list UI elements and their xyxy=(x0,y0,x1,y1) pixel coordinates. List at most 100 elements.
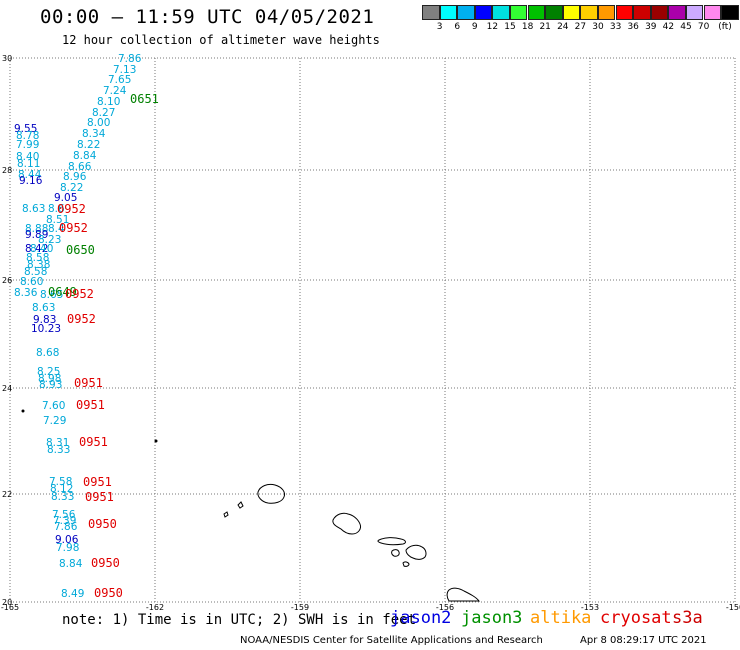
wave-height-value: 8.65 xyxy=(40,289,63,301)
wave-height-value: 9.16 xyxy=(19,175,43,187)
lat-label: 22 xyxy=(2,490,12,499)
wave-height-value: 8.40 xyxy=(30,243,53,255)
pass-time-label: 0952 xyxy=(67,312,96,326)
wave-height-value: 8.58 xyxy=(24,266,47,278)
legend-label: 24 xyxy=(557,22,569,32)
pass-time-label: 0951 xyxy=(74,376,103,390)
legend-swatch-11 xyxy=(615,5,634,20)
legend-swatch-3 xyxy=(474,5,493,20)
legend-label: 27 xyxy=(574,22,587,32)
color-legend: 3 6 9 12 15 18 21 24 27 30 33 36 39 42 45 70 (ft) xyxy=(422,5,739,35)
legend-swatch-7 xyxy=(545,5,563,20)
wave-height-value: 8.00 xyxy=(87,117,110,129)
wave-height-value: 8.66 xyxy=(68,161,92,173)
legend-swatch-16 xyxy=(703,5,721,20)
pass-time-label: 0951 xyxy=(76,398,105,412)
island-kahoolawe xyxy=(402,561,410,567)
wave-height-value: 10.23 xyxy=(31,323,61,335)
wave-height-value: 8.68 xyxy=(36,347,59,359)
legend-label: 21 xyxy=(539,22,551,32)
wave-height-value: 7.65 xyxy=(108,74,131,86)
legend-swatch-15 xyxy=(685,5,704,20)
island-niihau xyxy=(223,511,229,518)
lon-label: -156 xyxy=(436,603,454,612)
legend-swatch-2 xyxy=(457,5,475,20)
pass-time-label: 0650 xyxy=(66,243,95,257)
wave-height-value: 8.4 xyxy=(48,223,65,235)
credit-line: NOAA/NESDIS Center for Satellite Applica… xyxy=(240,635,543,646)
pass-time-label: 0951 xyxy=(85,490,114,504)
satellite-jason3: jason3 xyxy=(461,608,523,628)
wave-height-value: 8.40 xyxy=(16,151,39,163)
satellite-s3a: s3a xyxy=(672,608,703,628)
legend-label: 12 xyxy=(486,22,499,32)
legend-swatch-0 xyxy=(422,5,440,20)
pass-time-label: 0952 xyxy=(59,221,88,235)
wave-height-value: 7.60 xyxy=(42,400,65,412)
wave-height-value: 7.58 xyxy=(49,476,72,488)
islet-dot-1 xyxy=(21,409,25,413)
legend-label: 36 xyxy=(627,22,639,32)
legend-label: 6 xyxy=(454,22,461,32)
wave-height-value: 7.13 xyxy=(113,64,136,76)
wave-height-value: 7.86 xyxy=(118,53,142,65)
wave-height-value: 7.29 xyxy=(43,415,66,427)
wave-height-value: 8.33 xyxy=(47,444,70,456)
wave-height-value: 8.60 xyxy=(20,276,43,288)
map-title: 00:00 – 11:59 UTC 04/05/2021 xyxy=(40,6,375,28)
wave-height-value: 8.10 xyxy=(97,96,120,108)
legend-label: 42 xyxy=(662,22,675,32)
wave-height-value: 8.93 xyxy=(39,379,62,391)
legend-label: 18 xyxy=(521,22,534,32)
axis-labels: 30 28 26 24 22 20-165 -162 -159 -156 -153 -150 xyxy=(1,54,740,612)
lat-label: 24 xyxy=(2,384,12,393)
lon-label: -162 xyxy=(146,603,164,612)
wave-height-value: 8.44 xyxy=(18,169,42,181)
wave-height-value: 8.84 xyxy=(59,558,83,570)
wave-height-value: 8.36 xyxy=(14,287,38,299)
wave-height-value: 8.42 xyxy=(25,243,48,255)
lon-label: -153 xyxy=(581,603,599,612)
legend-label: 39 xyxy=(645,22,657,32)
lon-label: -159 xyxy=(291,603,309,612)
wave-height-value: 7.56 xyxy=(52,509,76,521)
wave-height-value: 8.63 xyxy=(32,302,55,314)
island-lanai xyxy=(391,549,400,557)
pass-time-label: 0651 xyxy=(130,92,159,106)
wave-height-value: 8.58 xyxy=(26,252,49,264)
wave-height-value: 8.27 xyxy=(92,107,115,119)
wave-height-value: 8.31 xyxy=(46,437,69,449)
pass-time-label: 0952 xyxy=(57,202,86,216)
hawaii-coastline xyxy=(21,409,481,602)
pass-time-label: 0951 xyxy=(79,435,108,449)
island-kauai xyxy=(257,483,285,504)
pass-time-label: 0950 xyxy=(94,586,123,600)
wave-height-value: 8.25 xyxy=(37,366,60,378)
wave-height-value: 8.88 xyxy=(25,223,48,235)
legend-swatch-6 xyxy=(527,5,546,20)
legend-swatch-12 xyxy=(633,5,651,20)
wave-height-value: 7.99 xyxy=(16,139,39,151)
wave-height-value: 8.22 xyxy=(60,182,83,194)
legend-swatch-14 xyxy=(668,5,686,20)
island-oahu xyxy=(332,512,361,535)
legend-swatch-9 xyxy=(580,5,598,20)
wave-height-value: 8.11 xyxy=(17,158,40,170)
map-subtitle: 12 hour collection of altimeter wave hei… xyxy=(62,33,380,47)
legend-swatch-5 xyxy=(509,5,528,20)
wave-height-value: 7.24 xyxy=(103,85,127,97)
legend-label: 33 xyxy=(609,22,622,32)
lon-label: -165 xyxy=(1,603,19,612)
island-kauai-west xyxy=(237,501,244,509)
wave-height-value: 9.89 xyxy=(25,229,48,241)
pass-time-label: 0950 xyxy=(88,517,117,531)
wave-height-observations: 7.867.137.657.248.108.278.008.348.228.84… xyxy=(14,53,142,600)
wave-height-value: 8.98 xyxy=(38,373,61,385)
island-maui xyxy=(405,544,427,560)
lon-label: -150 xyxy=(726,603,740,612)
islet-dot-2 xyxy=(154,439,158,443)
footer-note: note: 1) Time is in UTC; 2) SWH is in fe… xyxy=(62,612,417,628)
satellite-altika: altika xyxy=(530,608,592,628)
pass-time-label: 0950 xyxy=(91,556,120,570)
